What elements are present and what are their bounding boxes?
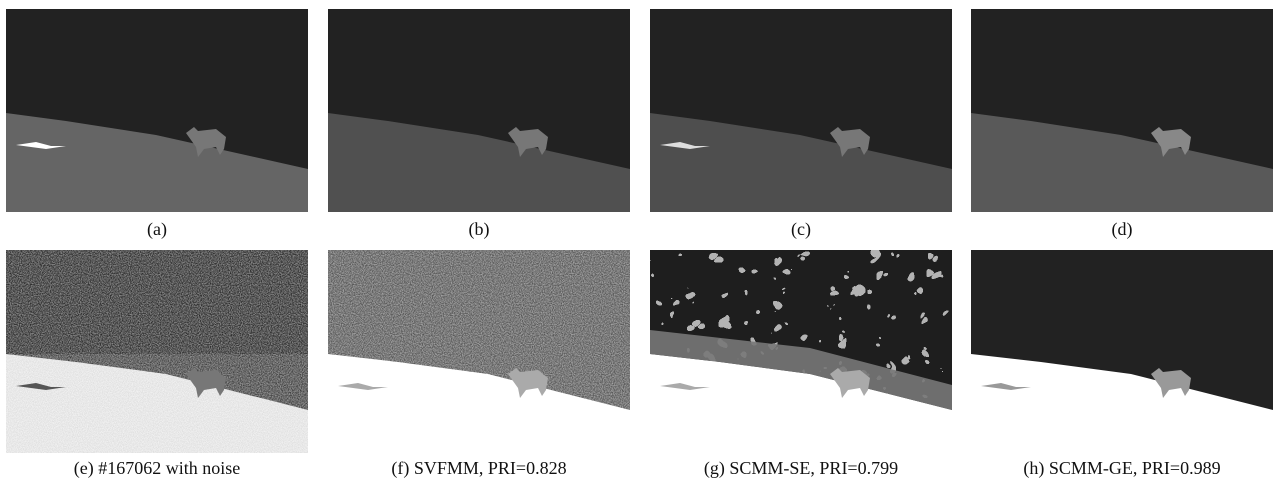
image-panel (971, 9, 1273, 212)
image-panel (328, 9, 630, 212)
caption: (e) #167062 with noise (74, 458, 240, 479)
image-panel (6, 9, 308, 212)
image-panel (971, 250, 1273, 453)
caption: (h) SCMM-GE, PRI=0.989 (1023, 458, 1220, 479)
image-panel (6, 250, 308, 453)
caption: (f) SVFMM, PRI=0.828 (391, 458, 566, 479)
image-panel (650, 9, 952, 212)
caption: (g) SCMM-SE, PRI=0.799 (704, 458, 898, 479)
caption: (b) (469, 219, 490, 240)
image-panel (328, 250, 630, 453)
image-panel (650, 250, 952, 453)
caption: (c) (791, 219, 811, 240)
caption: (d) (1112, 219, 1133, 240)
caption: (a) (147, 219, 167, 240)
figure: (a) (b) (c) (d) (e) #167062 with noise (f) SV… (0, 0, 1273, 484)
